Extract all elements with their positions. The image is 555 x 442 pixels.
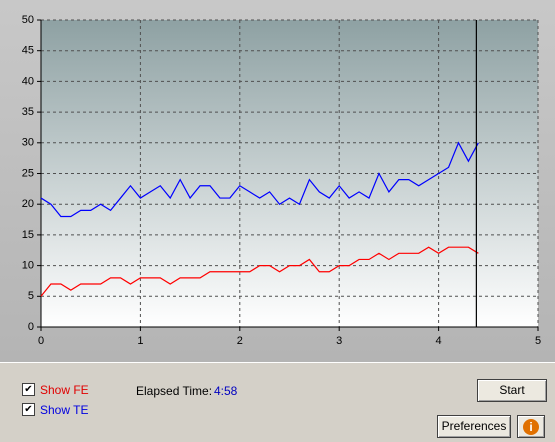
- y-tick-label: 0: [28, 321, 34, 333]
- y-tick-label: 30: [22, 137, 34, 149]
- x-tick-label: 4: [436, 335, 442, 347]
- y-tick-label: 50: [22, 14, 34, 26]
- show-te-label[interactable]: Show TE: [40, 403, 89, 417]
- x-tick-label: 5: [535, 335, 541, 347]
- x-tick-label: 3: [336, 335, 342, 347]
- y-tick-label: 45: [22, 45, 34, 57]
- elapsed-label: Elapsed Time:: [136, 384, 213, 398]
- y-tick-label: 40: [22, 75, 34, 87]
- y-tick-label: 15: [22, 229, 34, 241]
- y-tick-label: 5: [28, 290, 34, 302]
- checkbox[interactable]: ✔: [22, 383, 35, 396]
- series-line: [40, 141, 479, 218]
- x-tick-label: 0: [38, 335, 44, 347]
- elapsed-value: 4:58: [214, 384, 238, 398]
- start-button[interactable]: Start: [477, 379, 547, 402]
- control-panel: ✔ Show FE ✔ Show TE Elapsed Time: 4:58 S…: [0, 362, 555, 442]
- show-fe-label[interactable]: Show FE: [40, 383, 89, 397]
- series-line: [40, 246, 479, 297]
- y-tick-label: 10: [22, 260, 34, 272]
- y-tick-label: 20: [22, 198, 34, 210]
- y-tick-label: 25: [22, 167, 34, 179]
- checkbox[interactable]: ✔: [22, 403, 35, 416]
- y-tick-label: 35: [22, 106, 34, 118]
- x-tick-label: 2: [237, 335, 243, 347]
- preferences-button[interactable]: Preferences: [437, 415, 511, 438]
- info-button[interactable]: i: [517, 415, 545, 438]
- x-tick-label: 1: [137, 335, 143, 347]
- chart-panel: 0 5 10 15 20 25 30 35 40 45 50 0 1 2 3 4 5: [0, 0, 555, 362]
- info-icon: i: [523, 419, 539, 435]
